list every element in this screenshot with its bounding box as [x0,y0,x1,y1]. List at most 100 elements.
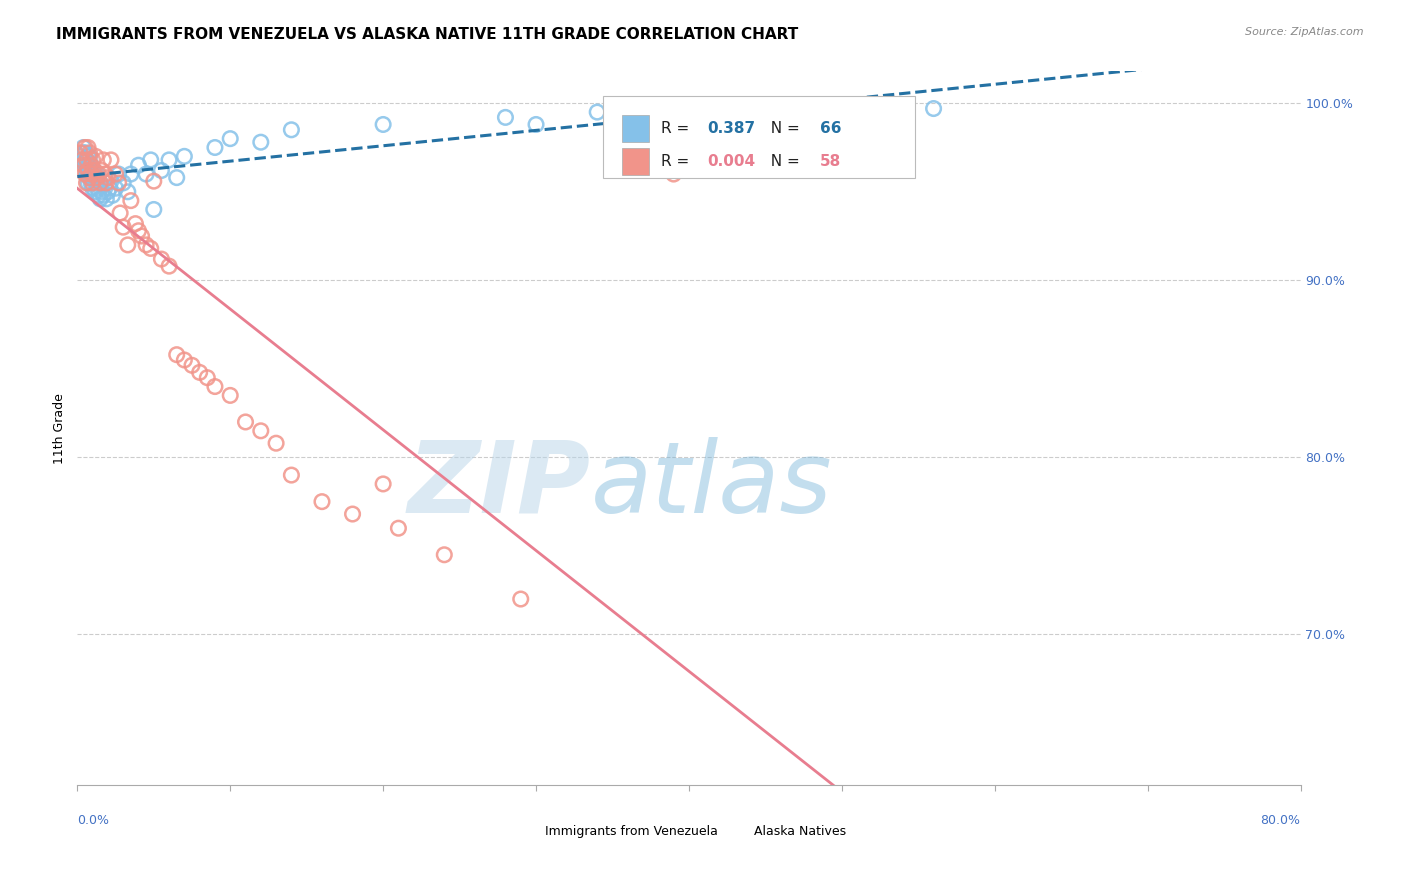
Point [495,111,517,125]
Point [101,188,124,202]
Point [112,176,135,190]
Point [82,163,104,178]
Bar [621,115,648,142]
Point [204,379,226,393]
Point [387,521,409,535]
Point [120,167,142,181]
Point [166,170,188,185]
Point [142,174,165,188]
Point [342,507,364,521]
Point [142,202,165,217]
Point [89,192,111,206]
Text: Immigrants from Venezuela: Immigrants from Venezuela [544,825,717,838]
Point [86,170,108,185]
Point [76,176,98,190]
Bar [621,148,648,175]
Point [79,163,101,178]
Point [86,181,108,195]
Point [80,167,103,181]
Point [77,140,100,154]
Point [127,158,149,172]
Point [139,242,162,256]
Text: atlas: atlas [591,437,832,533]
Point [100,153,122,167]
Text: Source: ZipAtlas.com: Source: ZipAtlas.com [1246,27,1364,37]
Point [90,163,112,178]
Text: R =: R = [661,121,695,136]
Text: IMMIGRANTS FROM VENEZUELA VS ALASKA NATIVE 11TH GRADE CORRELATION CHART: IMMIGRANTS FROM VENEZUELA VS ALASKA NATI… [56,27,799,42]
Point [433,548,456,562]
Point [117,185,139,199]
Bar [720,822,747,840]
Point [124,217,146,231]
Point [76,153,98,167]
Point [77,167,100,181]
Point [70,153,93,167]
Point [586,105,609,120]
Point [79,149,101,163]
Point [131,229,153,244]
Point [117,238,139,252]
Text: 66: 66 [820,121,841,136]
Point [831,111,853,125]
Point [94,181,117,195]
Point [754,105,776,120]
Point [80,176,103,190]
Point [96,192,118,206]
Point [97,185,120,199]
Point [204,140,226,154]
Point [135,167,157,181]
Point [87,167,110,181]
Point [84,185,107,199]
Point [524,118,547,132]
Text: ZIP: ZIP [408,437,591,533]
Point [181,359,204,373]
Point [104,167,127,181]
Point [82,170,104,185]
Point [72,145,94,160]
Point [104,181,127,195]
Point [79,145,101,160]
Point [173,353,195,368]
Point [79,156,101,170]
Point [73,153,96,167]
Point [135,238,157,252]
Text: N =: N = [761,153,804,169]
Point [235,415,257,429]
Point [173,149,195,163]
Point [509,592,531,607]
Point [107,167,129,181]
Point [82,176,104,190]
Point [188,365,211,379]
Text: N =: N = [761,121,804,136]
Point [922,102,945,116]
Point [77,176,100,190]
Point [77,158,100,172]
Text: 0.0%: 0.0% [77,814,110,827]
Point [311,494,333,508]
Bar [512,822,538,840]
Text: 0.004: 0.004 [707,153,755,169]
Point [83,174,105,188]
Point [87,188,110,202]
Point [280,468,302,483]
Point [91,188,114,202]
Point [80,158,103,172]
Point [89,176,111,190]
Point [157,259,180,273]
Point [250,424,273,438]
Point [70,153,93,167]
Point [157,153,180,167]
Point [79,170,101,185]
Point [82,181,104,195]
Point [219,131,242,145]
Point [150,163,173,178]
Point [108,206,131,220]
Point [107,176,129,190]
Point [150,252,173,266]
Point [84,149,107,163]
Point [76,153,98,167]
Point [98,181,121,195]
Point [219,388,242,402]
Point [90,185,112,199]
